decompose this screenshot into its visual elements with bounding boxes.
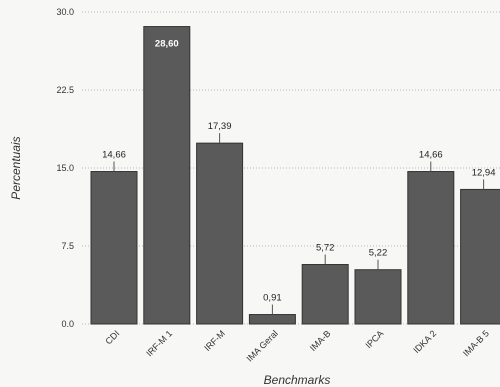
y-tick-label: 30.0: [56, 7, 74, 17]
data-label: 5,22: [369, 248, 388, 259]
x-tick-label: IPCA: [363, 328, 385, 350]
bar: [248, 314, 296, 325]
data-label: 28,60: [155, 39, 179, 50]
x-tick-label: IDKA 2: [411, 328, 438, 355]
x-tick-label: CDI: [103, 328, 121, 346]
y-axis-title: Percentuais: [9, 136, 23, 199]
data-labels: 14,66 28,60 17,39 0,91 5,72 5,22 14,66 12,94: [102, 39, 495, 315]
bar: [143, 26, 191, 325]
x-axis-title: Benchmarks: [264, 373, 331, 387]
bars: [90, 26, 500, 325]
data-label: 0,91: [263, 293, 282, 304]
bar: [354, 269, 402, 325]
y-tick-label: 7.5: [61, 241, 74, 251]
bar: [196, 142, 244, 325]
x-tick-label: IRF-M: [202, 328, 227, 353]
data-label: 14,66: [419, 150, 443, 161]
x-tick-label: IMA Geral: [244, 328, 279, 363]
bar: [460, 188, 500, 325]
y-axis-ticks: 0.0 7.5 15.0 22.5 30.0: [56, 7, 74, 329]
bar: [90, 171, 138, 325]
y-tick-label: 22.5: [56, 85, 74, 95]
x-tick-label: IMA-B 5: [461, 328, 491, 358]
y-tick-label: 0.0: [61, 319, 74, 329]
data-label: 14,66: [102, 150, 126, 161]
y-tick-label: 15.0: [56, 163, 74, 173]
bar: [301, 264, 349, 325]
x-tick-label: IRF-M 1: [144, 328, 174, 358]
bar: [407, 171, 455, 325]
data-label: 17,39: [208, 121, 232, 132]
data-label: 12,94: [472, 167, 496, 178]
x-axis-categories: CDI IRF-M 1 IRF-M IMA Geral IMA-B IPCA IDKA 2 I…: [103, 328, 491, 363]
data-label: 5,72: [316, 243, 335, 254]
x-tick-label: IMA-B: [308, 328, 333, 353]
